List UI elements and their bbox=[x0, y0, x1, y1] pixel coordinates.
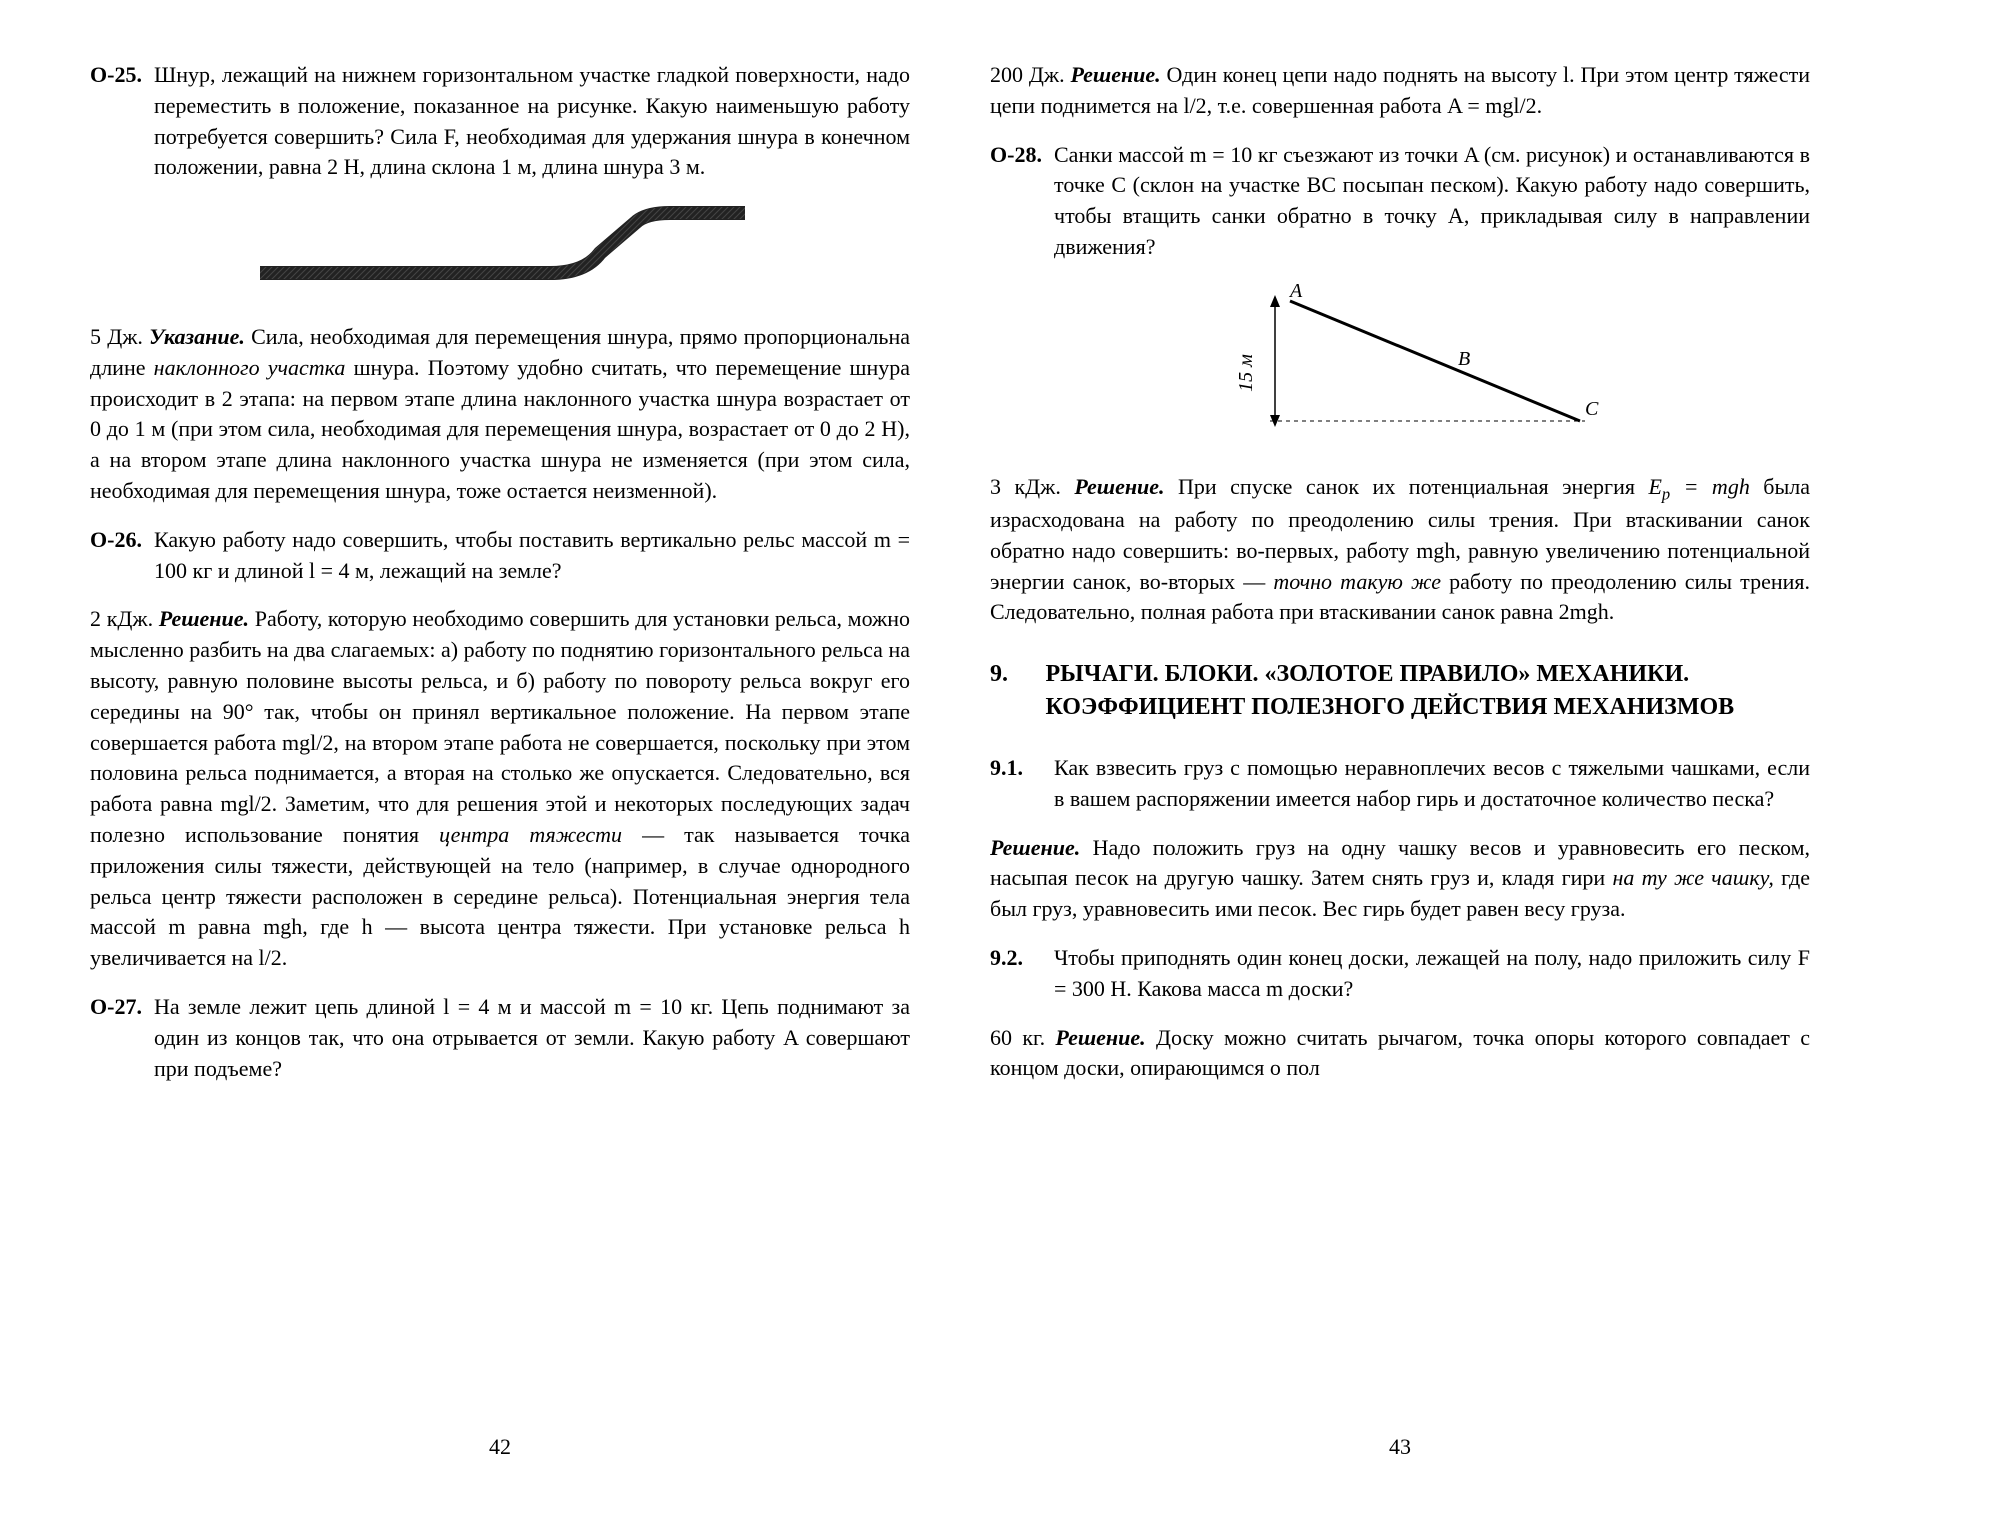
answer-value: 2 кДж. bbox=[90, 606, 153, 631]
solution-text-italic: центра тяжести bbox=[439, 822, 622, 847]
problem-9-2: 9.2. Чтобы приподнять один конец доски, … bbox=[990, 943, 1810, 1005]
point-c: C bbox=[1585, 398, 1599, 420]
solution-text: Работу, которую необходимо совершить для… bbox=[90, 606, 910, 847]
point-b: B bbox=[1458, 348, 1470, 370]
answer-value: 200 Дж. bbox=[990, 62, 1065, 87]
height-label: 15 м bbox=[1235, 354, 1257, 392]
section-title: РЫЧАГИ. БЛОКИ. «ЗОЛОТОЕ ПРАВИЛО» МЕХАНИК… bbox=[1046, 658, 1806, 723]
problem-text: Шнур, лежащий на нижнем горизонтальном у… bbox=[154, 60, 910, 183]
solution-text-italic: на ту же чашку, bbox=[1612, 865, 1773, 890]
solution-text: При спуске санок их потенциальная энерги… bbox=[1165, 474, 1649, 499]
cord-diagram bbox=[90, 203, 910, 302]
problem-label: 9.1. bbox=[990, 753, 1046, 815]
solution-o26: 2 кДж. Решение. Работу, которую необходи… bbox=[90, 604, 910, 974]
answer-value: 5 Дж. bbox=[90, 324, 143, 349]
solution-label: Решение. bbox=[990, 835, 1080, 860]
problem-9-1: 9.1. Как взвесить груз с помощью неравно… bbox=[990, 753, 1810, 815]
section-9-header: 9. РЫЧАГИ. БЛОКИ. «ЗОЛОТОЕ ПРАВИЛО» МЕХА… bbox=[990, 658, 1810, 723]
solution-o25: 5 Дж. Указание. Сила, необходимая для пе… bbox=[90, 322, 910, 507]
problem-label: 9.2. bbox=[990, 943, 1046, 1005]
solution-label: Решение. bbox=[1074, 474, 1164, 499]
problem-text: Как взвесить груз с помощью неравноплечи… bbox=[1054, 753, 1810, 815]
answer-value: 60 кг. bbox=[990, 1025, 1045, 1050]
left-page: О-25. Шнур, лежащий на нижнем горизонтал… bbox=[90, 60, 910, 1460]
slope-diagram: 15 м A B C bbox=[990, 283, 1810, 452]
page-number-right: 43 bbox=[990, 1434, 1810, 1460]
problem-text: Санки массой m = 10 кг съезжают из точки… bbox=[1054, 140, 1810, 263]
answer-value: 3 кДж. bbox=[990, 474, 1061, 499]
hint-label: Указание. bbox=[149, 324, 245, 349]
book-spread: О-25. Шнур, лежащий на нижнем горизонтал… bbox=[0, 0, 2000, 1500]
problem-label: О-28. bbox=[990, 140, 1046, 263]
problem-text: Какую работу надо совершить, чтобы поста… bbox=[154, 525, 910, 587]
section-number: 9. bbox=[990, 658, 1040, 692]
solution-o27: 200 Дж. Решение. Один конец цепи надо по… bbox=[990, 60, 1810, 122]
solution-text-italic: наклонного участка bbox=[154, 355, 346, 380]
problem-o28: О-28. Санки массой m = 10 кг съезжают из… bbox=[990, 140, 1810, 263]
right-page: 200 Дж. Решение. Один конец цепи надо по… bbox=[990, 60, 1810, 1460]
problem-label: О-27. bbox=[90, 992, 146, 1084]
page-number-left: 42 bbox=[90, 1434, 910, 1460]
solution-9-1: Решение. Надо положить груз на одну чашк… bbox=[990, 833, 1810, 925]
point-a: A bbox=[1288, 283, 1303, 302]
solution-label: Решение. bbox=[1055, 1025, 1145, 1050]
problem-text: На земле лежит цепь длиной l = 4 м и мас… bbox=[154, 992, 910, 1084]
problem-text: Чтобы приподнять один конец доски, лежащ… bbox=[1054, 943, 1810, 1005]
solution-o28: 3 кДж. Решение. При спуске санок их поте… bbox=[990, 472, 1810, 629]
solution-label: Решение. bbox=[1070, 62, 1160, 87]
problem-label: О-25. bbox=[90, 60, 146, 183]
solution-9-2: 60 кг. Решение. Доску можно считать рыча… bbox=[990, 1023, 1810, 1085]
problem-o27: О-27. На земле лежит цепь длиной l = 4 м… bbox=[90, 992, 910, 1084]
problem-o26: О-26. Какую работу надо совершить, чтобы… bbox=[90, 525, 910, 587]
solution-text-italic: точно такую же bbox=[1273, 569, 1441, 594]
problem-o25: О-25. Шнур, лежащий на нижнем горизонтал… bbox=[90, 60, 910, 183]
problem-label: О-26. bbox=[90, 525, 146, 587]
solution-label: Решение. bbox=[159, 606, 249, 631]
